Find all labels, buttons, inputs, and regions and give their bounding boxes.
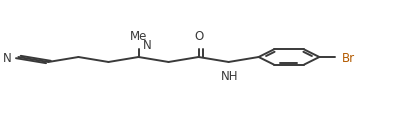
- Text: Br: Br: [342, 51, 355, 64]
- Text: N: N: [3, 51, 12, 64]
- Text: O: O: [194, 29, 203, 42]
- Text: N: N: [143, 38, 152, 51]
- Text: Me: Me: [130, 29, 147, 42]
- Text: NH: NH: [221, 70, 238, 83]
